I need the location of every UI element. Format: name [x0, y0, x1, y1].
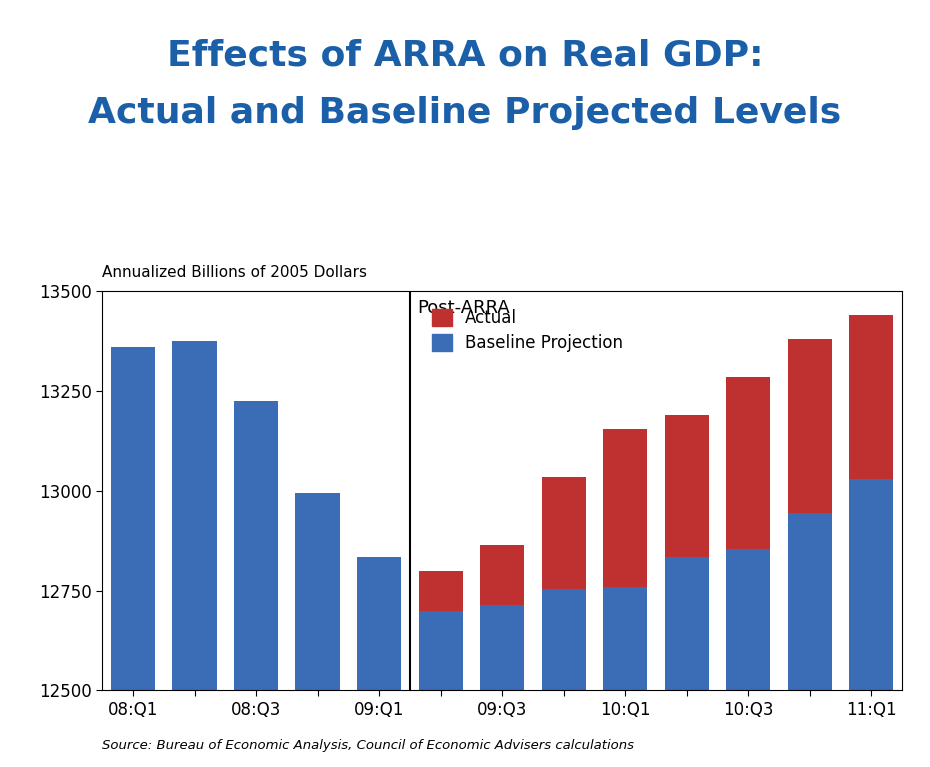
Bar [172, 341, 217, 690]
Bar [665, 557, 709, 690]
Bar [234, 401, 278, 690]
Bar [480, 545, 525, 604]
Bar [357, 557, 402, 690]
Bar [111, 347, 155, 690]
Bar [849, 479, 894, 690]
Bar [726, 377, 770, 548]
Bar [665, 415, 709, 557]
Text: Source: Bureau of Economic Analysis, Council of Economic Advisers calculations: Source: Bureau of Economic Analysis, Cou… [102, 739, 634, 752]
Bar [603, 587, 647, 690]
Text: Actual and Baseline Projected Levels: Actual and Baseline Projected Levels [88, 96, 842, 130]
Bar [788, 513, 832, 690]
Bar [418, 571, 463, 611]
Text: Effects of ARRA on Real GDP:: Effects of ARRA on Real GDP: [166, 38, 764, 72]
Bar [849, 315, 894, 479]
Bar [541, 477, 586, 588]
Legend: Actual, Baseline Projection: Actual, Baseline Projection [427, 304, 628, 357]
Bar [788, 339, 832, 513]
Bar [480, 604, 525, 690]
Bar [726, 548, 770, 690]
Bar [418, 611, 463, 690]
Bar [296, 493, 339, 690]
Text: Post-ARRA: Post-ARRA [418, 299, 510, 318]
Bar [541, 588, 586, 690]
Bar [603, 429, 647, 587]
Text: Annualized Billions of 2005 Dollars: Annualized Billions of 2005 Dollars [102, 265, 367, 280]
